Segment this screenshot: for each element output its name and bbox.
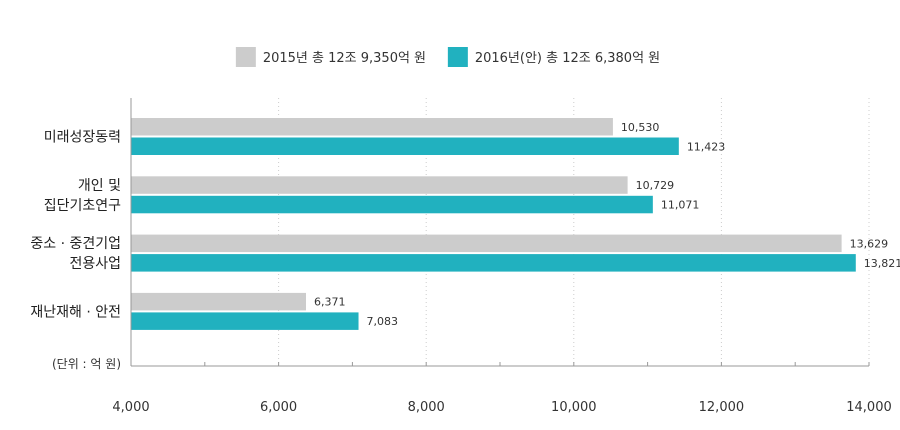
bar bbox=[131, 137, 679, 155]
x-tick-label: 12,000 bbox=[699, 400, 745, 415]
x-tick-label: 10,000 bbox=[551, 400, 597, 415]
legend-swatch-1 bbox=[235, 47, 256, 67]
category-label: 집단기초연구 bbox=[44, 198, 121, 214]
data-label: 10,530 bbox=[621, 121, 660, 134]
x-tick-label: 6,000 bbox=[260, 400, 297, 415]
bar bbox=[131, 176, 628, 194]
data-label: 10,729 bbox=[636, 179, 675, 192]
legend: 2015년 총 12조 9,350억 원 2016년(안) 총 12조 6,380… bbox=[235, 47, 660, 67]
bar bbox=[131, 254, 856, 272]
legend-swatch-2 bbox=[447, 47, 468, 67]
data-label: 13,629 bbox=[850, 237, 889, 250]
bar bbox=[131, 118, 613, 136]
data-label: 11,071 bbox=[661, 199, 700, 212]
category-label: 전용사업 bbox=[69, 256, 121, 272]
category-label: 미래성장동력 bbox=[44, 130, 121, 146]
data-label: 13,821 bbox=[864, 257, 900, 270]
x-tick-label: 8,000 bbox=[408, 400, 445, 415]
bars: 10,530 11,423 10,729 11,071 13,629 13,821 6,37… bbox=[131, 118, 900, 330]
bar bbox=[131, 312, 359, 330]
bar bbox=[131, 292, 306, 311]
x-axis: 4,000 6,000 8,000 10,000 12,000 14,000 bbox=[112, 98, 892, 415]
data-label: 6,371 bbox=[314, 296, 346, 309]
data-label: 7,083 bbox=[367, 315, 399, 328]
bar bbox=[131, 234, 842, 253]
legend-label-1: 2015년 총 12조 9,350억 원 bbox=[263, 51, 426, 66]
bar bbox=[131, 195, 653, 214]
x-tick-label: 4,000 bbox=[112, 400, 149, 415]
legend-label-2: 2016년(안) 총 12조 6,380억 원 bbox=[475, 51, 660, 66]
category-label: 중소 · 중견기업 bbox=[30, 236, 121, 252]
x-tick-label: 14,000 bbox=[846, 400, 892, 415]
category-label: 개인 및 bbox=[78, 178, 121, 194]
data-label: 11,423 bbox=[687, 140, 726, 153]
category-label: 재난재해 · 안전 bbox=[30, 304, 121, 320]
unit-label: (단위 : 억 원) bbox=[52, 357, 121, 371]
